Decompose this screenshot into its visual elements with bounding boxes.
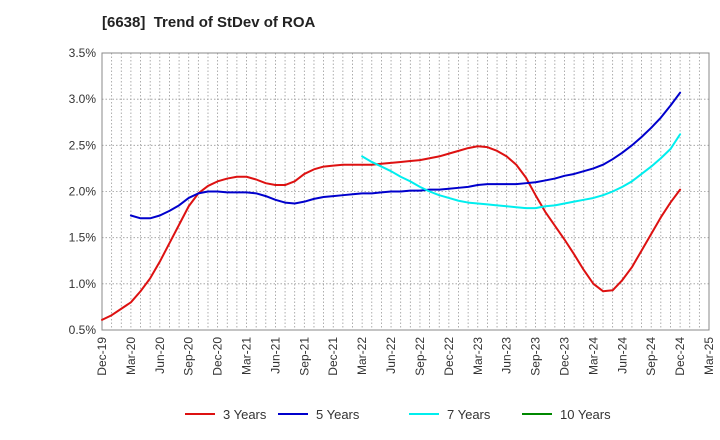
x-tick-label: Mar-20 xyxy=(124,337,138,375)
legend: 3 Years 5 Years 7 Years 10 Years xyxy=(185,407,611,422)
series-line-7-years xyxy=(361,133,682,210)
x-tick-label: Mar-22 xyxy=(355,337,369,375)
legend-label: 10 Years xyxy=(560,407,611,422)
x-tick-label: Jun-20 xyxy=(153,337,167,374)
x-tick-label: Sep-20 xyxy=(182,337,196,376)
grid-layer xyxy=(101,52,710,331)
y-tick-label: 1.5% xyxy=(69,231,97,245)
x-tick-label: Jun-22 xyxy=(384,337,398,374)
plot-frame xyxy=(101,52,710,331)
legend-label: 7 Years xyxy=(447,407,491,422)
x-tick-label: Jun-21 xyxy=(268,337,282,374)
y-tick-label: 1.0% xyxy=(69,277,97,291)
x-tick-label: Dec-22 xyxy=(442,337,456,376)
x-tick-label: Dec-20 xyxy=(211,337,225,376)
chart-title: [6638] Trend of StDev of ROA xyxy=(102,14,316,31)
y-tick-label: 0.5% xyxy=(69,323,97,337)
x-tick-label: Sep-21 xyxy=(297,337,311,376)
y-tick-label: 2.0% xyxy=(69,185,97,199)
x-tick-label: Mar-25 xyxy=(702,337,716,375)
x-tick-label: Mar-24 xyxy=(586,337,600,375)
x-tick-label: Sep-23 xyxy=(529,337,543,376)
x-tick-label: Jun-23 xyxy=(500,337,514,374)
x-tick-label: Sep-24 xyxy=(644,337,658,376)
x-tick-label: Mar-21 xyxy=(240,337,254,375)
y-tick-label: 3.0% xyxy=(69,92,97,106)
x-tick-label: Dec-23 xyxy=(557,337,571,376)
x-tick-label: Sep-22 xyxy=(413,337,427,376)
axis-layer: 0.5% 1.0% 1.5% 2.0% 2.5% 3.0% 3.5% Dec-19 Mar-20… xyxy=(69,46,716,376)
series-line-5-years xyxy=(129,91,682,220)
legend-label: 5 Years xyxy=(316,407,360,422)
x-tick-label: Dec-24 xyxy=(673,337,687,376)
x-tick-label: Mar-23 xyxy=(471,337,485,375)
legend-label: 3 Years xyxy=(223,407,267,422)
series-layer xyxy=(101,91,682,321)
y-tick-label: 3.5% xyxy=(69,46,97,60)
y-tick-label: 2.5% xyxy=(69,138,97,152)
x-tick-label: Dec-19 xyxy=(95,337,109,376)
x-tick-label: Jun-24 xyxy=(615,337,629,374)
x-tick-label: Dec-21 xyxy=(326,337,340,376)
